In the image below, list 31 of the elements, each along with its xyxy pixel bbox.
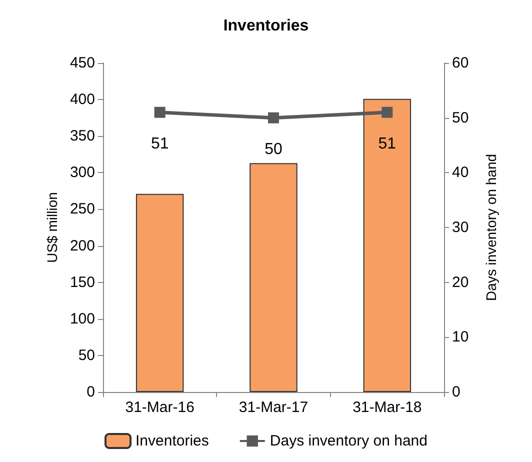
data-label: 51 <box>378 135 396 152</box>
x-tick-label: 31-Mar-17 <box>238 399 308 416</box>
y2-tick-label: 10 <box>452 328 469 346</box>
legend-label: Inventories <box>136 432 209 450</box>
y-tick-label: 400 <box>70 91 95 108</box>
y-tick-label: 100 <box>70 310 95 328</box>
y2-tick-label: 30 <box>452 219 469 236</box>
data-label: 50 <box>264 140 282 158</box>
chart-title: Inventories <box>223 18 309 34</box>
y-tick-label: 150 <box>70 274 95 291</box>
y2-tick-label: 40 <box>452 164 469 182</box>
x-tick-label: 31-Mar-16 <box>125 399 194 416</box>
data-label: 51 <box>150 135 169 152</box>
y-tick-label: 250 <box>70 200 95 218</box>
x-tick-label: 31-Mar-18 <box>352 399 422 416</box>
y-tick-label: 350 <box>70 128 95 145</box>
y-axis-title: US$ million <box>44 192 60 263</box>
bar <box>363 98 412 392</box>
y2-tick-label: 60 <box>452 54 469 72</box>
bar <box>136 194 184 392</box>
y-tick-label: 0 <box>86 384 95 400</box>
y-tick-label: 300 <box>70 164 95 182</box>
y-tick-label: 450 <box>70 54 95 72</box>
bar <box>250 163 298 392</box>
y2-tick-label: 0 <box>452 384 460 400</box>
y2-tick-label: 20 <box>452 274 469 291</box>
y2-axis-title: Days inventory on hand <box>483 154 499 302</box>
y-tick-label: 200 <box>70 237 95 254</box>
legend-label: Days inventory on hand <box>270 432 428 450</box>
y-tick-label: 50 <box>78 346 95 364</box>
y2-tick-label: 50 <box>452 109 469 126</box>
